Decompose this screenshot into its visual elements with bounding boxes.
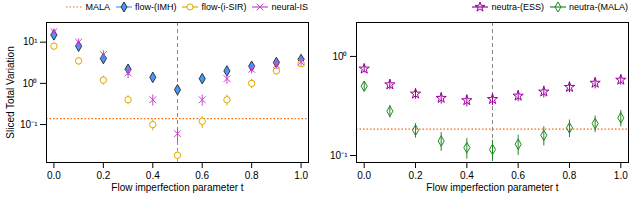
svg-text:1.0: 1.0 — [614, 170, 628, 181]
html-text:MALA: MALA — [85, 2, 110, 12]
svg-text:0.8: 0.8 — [563, 170, 577, 181]
svg-text:0.6: 0.6 — [511, 170, 525, 181]
html-text:neural-IS: neural-IS — [271, 2, 308, 12]
svg-text:Flow imperfection parameter t: Flow imperfection parameter t — [111, 182, 243, 193]
svg-text:10⁻¹: 10⁻¹ — [330, 150, 348, 161]
html-text:flow-(i-SIR): flow-(i-SIR) — [201, 2, 247, 12]
svg-text:10⁰: 10⁰ — [22, 78, 37, 89]
svg-text:10¹: 10¹ — [23, 36, 38, 47]
svg-text:10⁰: 10⁰ — [332, 51, 347, 62]
svg-text:0.4: 0.4 — [146, 170, 160, 181]
svg-text:0.2: 0.2 — [96, 170, 110, 181]
svg-text:Flow imperfection parameter t: Flow imperfection parameter t — [426, 182, 558, 193]
svg-text:Sliced Total Variation: Sliced Total Variation — [5, 46, 16, 138]
svg-text:0.8: 0.8 — [245, 170, 259, 181]
svg-text:0.0: 0.0 — [47, 170, 61, 181]
html-text:neutra-(ESS): neutra-(ESS) — [491, 2, 544, 12]
html-text:flow-(IMH): flow-(IMH) — [135, 2, 177, 12]
svg-text:0.4: 0.4 — [460, 170, 474, 181]
svg-text:0.2: 0.2 — [409, 170, 423, 181]
svg-text:10⁻¹: 10⁻¹ — [20, 119, 38, 130]
svg-text:0.0: 0.0 — [357, 170, 371, 181]
svg-text:0.6: 0.6 — [195, 170, 209, 181]
svg-text:1.0: 1.0 — [294, 170, 308, 181]
html-text:neutra-(MALA): neutra-(MALA) — [569, 2, 628, 12]
